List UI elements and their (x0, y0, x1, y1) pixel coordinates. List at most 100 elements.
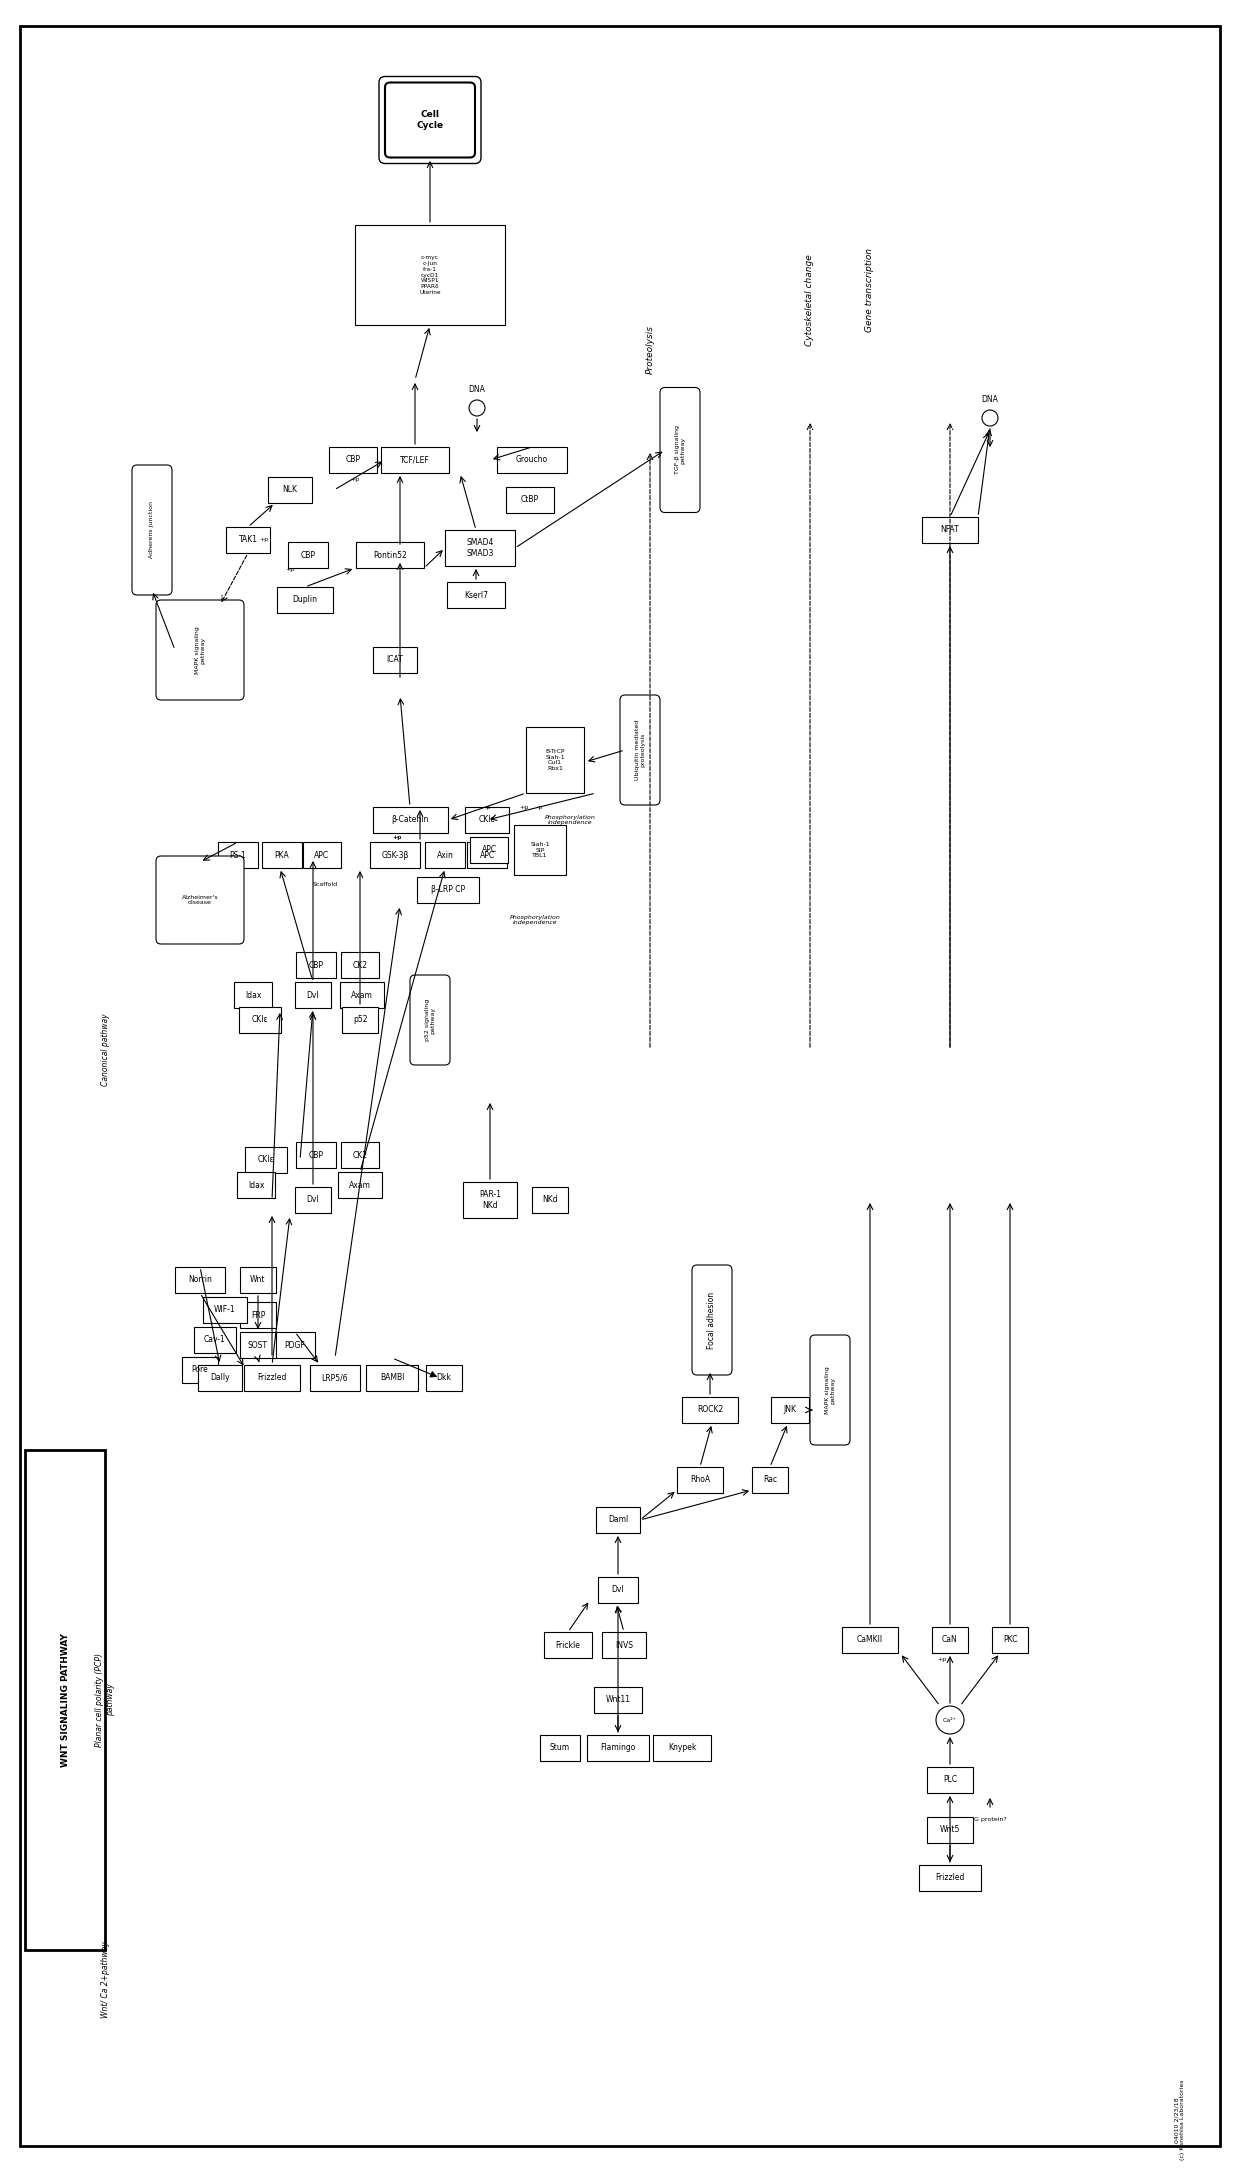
Bar (296, 1142, 336, 1169)
Bar (356, 543, 424, 569)
FancyBboxPatch shape (620, 695, 660, 806)
Bar (596, 1507, 640, 1533)
Bar (544, 1631, 591, 1657)
Text: Adherens junction: Adherens junction (150, 502, 155, 558)
Text: Cav-1: Cav-1 (205, 1336, 226, 1344)
Text: Planar cell polarity (PCP)
pathway: Planar cell polarity (PCP) pathway (95, 1653, 114, 1746)
Bar (594, 1688, 642, 1714)
Text: Dvl: Dvl (306, 1195, 320, 1205)
Text: MAPK signaling
pathway: MAPK signaling pathway (195, 626, 206, 673)
Text: Phosphorylation
independence: Phosphorylation independence (510, 914, 560, 925)
Bar (463, 1182, 517, 1218)
Text: PAR-1
NKd: PAR-1 NKd (479, 1190, 501, 1210)
Text: ICAT: ICAT (387, 656, 403, 665)
Bar (341, 951, 379, 977)
Bar (682, 1397, 738, 1423)
Bar (339, 1173, 382, 1199)
Text: TAK1: TAK1 (238, 536, 258, 545)
Text: PKA: PKA (274, 851, 289, 860)
Bar (370, 843, 420, 869)
Text: Wnt11: Wnt11 (605, 1696, 630, 1705)
Text: Proteolysis: Proteolysis (646, 326, 655, 374)
Text: JNK: JNK (784, 1405, 796, 1414)
Text: Frizzled: Frizzled (935, 1874, 965, 1883)
Bar (677, 1466, 723, 1492)
Text: +p: +p (937, 1657, 946, 1662)
Bar (771, 1397, 808, 1423)
Bar (427, 1364, 463, 1390)
Bar (532, 1188, 568, 1212)
Bar (25, 1451, 105, 1950)
Bar (445, 530, 515, 567)
Text: DNA: DNA (469, 384, 485, 395)
FancyBboxPatch shape (660, 387, 701, 513)
Text: TCF/LEF: TCF/LEF (401, 456, 430, 465)
Text: MAPK signaling
pathway: MAPK signaling pathway (825, 1366, 836, 1414)
Text: CtBP: CtBP (521, 495, 539, 504)
Text: Rac: Rac (763, 1475, 777, 1483)
Text: SMAD4
SMAD3: SMAD4 SMAD3 (466, 539, 494, 558)
Text: Groucho: Groucho (516, 456, 548, 465)
Text: ROCK2: ROCK2 (697, 1405, 723, 1414)
Text: CBP: CBP (300, 550, 315, 560)
Bar (923, 517, 978, 543)
Text: Knypek: Knypek (668, 1744, 696, 1753)
Bar (203, 1297, 247, 1323)
Bar (446, 582, 505, 608)
FancyBboxPatch shape (384, 83, 475, 159)
Bar (751, 1466, 787, 1492)
Bar (355, 226, 505, 326)
Text: Pore: Pore (192, 1366, 208, 1375)
Bar (288, 543, 329, 569)
Bar (198, 1364, 242, 1390)
Text: GSK-3β: GSK-3β (382, 851, 409, 860)
Bar (340, 982, 384, 1008)
Bar (241, 1331, 277, 1358)
Text: PS-1: PS-1 (229, 851, 247, 860)
Bar (218, 843, 258, 869)
Bar (425, 843, 465, 869)
Text: +p: +p (392, 836, 402, 841)
Text: Siah-1
SIP
TBL1: Siah-1 SIP TBL1 (531, 843, 549, 858)
Bar (506, 487, 554, 513)
Bar (262, 843, 303, 869)
Text: NFAT: NFAT (941, 526, 960, 534)
Text: Pontin52: Pontin52 (373, 550, 407, 560)
Bar (601, 1631, 646, 1657)
Bar (381, 447, 449, 473)
Bar (237, 1173, 275, 1199)
Text: Kserl7: Kserl7 (464, 591, 489, 599)
FancyBboxPatch shape (410, 975, 450, 1064)
Text: CBP: CBP (309, 960, 324, 969)
Bar (497, 447, 567, 473)
Text: FRP: FRP (250, 1310, 265, 1321)
Bar (310, 1364, 360, 1390)
Text: Dvl: Dvl (611, 1586, 624, 1594)
Text: Axin: Axin (436, 851, 454, 860)
Text: PDGF: PDGF (285, 1340, 305, 1349)
Text: +p: +p (285, 567, 295, 573)
Text: Scaffold: Scaffold (312, 882, 337, 888)
Text: -p: -p (537, 804, 543, 810)
Bar (467, 843, 507, 869)
Text: RhoA: RhoA (689, 1475, 711, 1483)
Text: INVS: INVS (615, 1640, 632, 1649)
Text: CK2: CK2 (352, 960, 367, 969)
Bar (366, 1364, 418, 1390)
Text: CKIε: CKIε (252, 1016, 268, 1025)
Text: APC: APC (481, 845, 496, 854)
Bar (515, 825, 565, 875)
FancyBboxPatch shape (156, 856, 244, 945)
Text: Wnt5: Wnt5 (940, 1824, 960, 1835)
Text: Idax: Idax (244, 990, 262, 999)
Bar (246, 1147, 286, 1173)
Bar (587, 1735, 649, 1761)
Bar (329, 447, 377, 473)
Text: NKd: NKd (542, 1195, 558, 1205)
Text: CaN: CaN (942, 1636, 957, 1644)
Text: Dally: Dally (211, 1373, 229, 1384)
Text: Ca²⁺: Ca²⁺ (942, 1718, 957, 1722)
Text: Frizzled: Frizzled (258, 1373, 286, 1384)
Bar (919, 1866, 981, 1892)
Text: LRP5/6: LRP5/6 (321, 1373, 348, 1384)
